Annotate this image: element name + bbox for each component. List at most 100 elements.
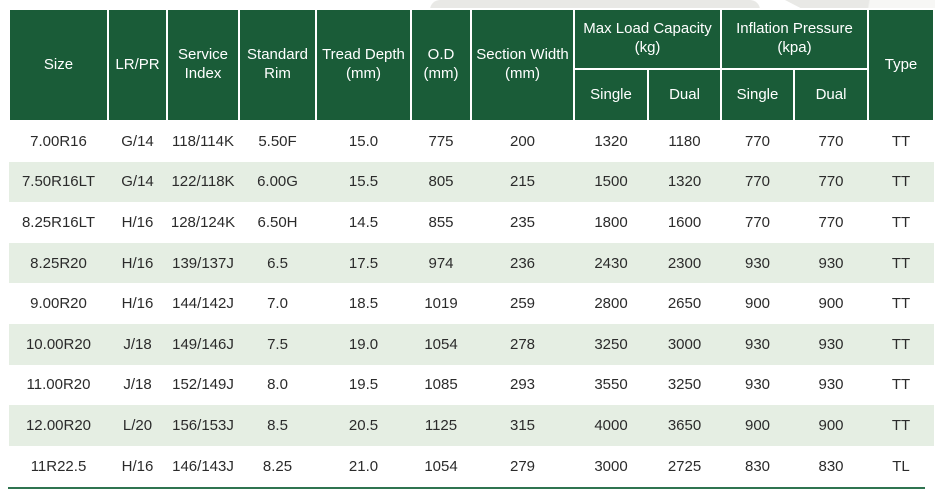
table-cell: 278 xyxy=(471,323,574,365)
table-row: 7.00R16 G/14 118/114K 5.50F 15.0 775 200 1320 11… xyxy=(9,121,934,162)
table-cell: TT xyxy=(891,133,911,151)
table-cell: 3250 xyxy=(574,323,648,365)
table-cell: 805 xyxy=(411,161,471,203)
table-cell: 11.00R20 xyxy=(26,376,91,394)
header-inflation-pressure: Inflation Pressure (kpa) xyxy=(719,8,870,70)
table-cell: 2300 xyxy=(648,242,721,284)
table-cell: 19.0 xyxy=(316,323,411,365)
spec-table-body: 7.00R16 G/14 118/114K 5.50F 15.0 775 200 1320 11… xyxy=(9,121,935,487)
table-cell: 900 xyxy=(744,295,771,313)
table-cell: 12.00R20 xyxy=(9,405,108,446)
table-cell: H/16 xyxy=(108,242,167,284)
table-cell: 1500 xyxy=(574,161,648,203)
table-cell: 830 xyxy=(744,457,771,475)
table-cell: J/18 xyxy=(108,323,167,365)
table-row: 7.50R16LT G/14 122/118K 6.00G 15.5 805 215 1500… xyxy=(9,161,935,203)
table-cell: 3550 xyxy=(594,376,628,394)
table-cell: 10.00R20 xyxy=(9,323,108,365)
table-cell: TT xyxy=(891,295,911,313)
table-cell: 930 xyxy=(794,323,869,365)
table-cell: 6.50H xyxy=(257,213,298,231)
table-cell: 144/142J xyxy=(172,295,234,313)
table-cell: 6.00G xyxy=(239,161,316,203)
table-cell: 8.25R16LT xyxy=(21,213,96,231)
table-cell: 1320 xyxy=(594,133,628,151)
table-cell: 1600 xyxy=(667,213,702,231)
header-load-dual: Dual xyxy=(647,68,722,122)
header-pressure-single: Single xyxy=(720,68,795,122)
header-load-single: Single xyxy=(573,68,649,122)
table-cell: 8.5 xyxy=(239,405,316,446)
table-row: 9.00R20 H/16 144/142J 7.0 18.5 1019 259 2800 265… xyxy=(9,283,934,324)
table-cell: 1800 xyxy=(594,213,628,231)
table-header: Size LR/PR Service Index Standard Rim Tr… xyxy=(8,8,935,122)
table-cell: 15.0 xyxy=(348,133,379,151)
header-standard-rim: Standard Rim xyxy=(238,8,317,122)
table-cell: 14.5 xyxy=(348,213,379,231)
table-cell: 1180 xyxy=(668,133,701,151)
table-cell: 215 xyxy=(471,161,574,203)
table-cell: H/16 xyxy=(121,457,154,475)
table-cell: 17.5 xyxy=(316,242,411,284)
header-size: Size xyxy=(8,8,109,122)
table-cell: 855 xyxy=(428,213,454,231)
table-cell: 930 xyxy=(794,242,869,284)
header-od: O.D (mm) xyxy=(410,8,472,122)
table-cell: 930 xyxy=(744,376,771,394)
table-cell: TT xyxy=(868,405,935,446)
table-cell: TT xyxy=(891,213,911,231)
table-row: 8.25R16LT H/16 128/124K 6.50H 14.5 855 235 1800… xyxy=(9,202,934,243)
table-cell: H/16 xyxy=(121,213,154,231)
table-cell: 8.25R20 xyxy=(9,242,108,284)
table-cell: 7.5 xyxy=(239,323,316,365)
table-cell: TT xyxy=(868,242,935,284)
table-cell: 3000 xyxy=(594,457,628,475)
table-cell: 118/114K xyxy=(172,133,234,151)
table-cell: L/20 xyxy=(108,405,167,446)
table-cell: 128/124K xyxy=(170,213,236,231)
table-cell: 18.5 xyxy=(348,295,379,313)
table-cell: 7.50R16LT xyxy=(9,161,108,203)
table-cell: 2725 xyxy=(667,457,702,475)
table-cell: 1019 xyxy=(424,295,458,313)
table-cell: 236 xyxy=(471,242,574,284)
table-cell: 4000 xyxy=(574,405,648,446)
table-cell: TL xyxy=(892,457,910,475)
table-row: 11.00R20 J/18 152/149J 8.0 19.5 1085 293 3550 32… xyxy=(9,365,934,406)
table-cell: 2800 xyxy=(594,295,628,313)
table-cell: 279 xyxy=(509,457,536,475)
table-row: 11R22.5 H/16 146/143J 8.25 21.0 1054 279 3000 27… xyxy=(9,446,934,487)
table-cell: 770 xyxy=(721,161,794,203)
table-cell: 293 xyxy=(509,376,536,394)
table-cell: 1320 xyxy=(648,161,721,203)
table-cell: 3250 xyxy=(667,376,702,394)
table-cell: 15.5 xyxy=(316,161,411,203)
table-cell: 5.50F xyxy=(258,133,297,151)
table-cell: 770 xyxy=(818,133,844,151)
header-max-load-capacity: Max Load Capacity (kg) xyxy=(573,8,722,70)
table-cell: 2430 xyxy=(574,242,648,284)
table-cell: 8.25 xyxy=(262,457,293,475)
header-tread-depth: Tread Depth (mm) xyxy=(315,8,412,122)
table-cell: 8.0 xyxy=(267,376,288,394)
table-cell: 146/143J xyxy=(172,457,234,475)
table-cell: 20.5 xyxy=(316,405,411,446)
table-cell: 770 xyxy=(744,213,771,231)
table-cell: 770 xyxy=(744,133,771,151)
table-cell: 200 xyxy=(509,133,536,151)
table-cell: 1054 xyxy=(424,457,458,475)
table-cell: 149/146J xyxy=(167,323,239,365)
table-cell: 3650 xyxy=(648,405,721,446)
table-cell: 1125 xyxy=(411,405,471,446)
table-cell: 139/137J xyxy=(167,242,239,284)
table-cell: 1054 xyxy=(411,323,471,365)
table-cell: 122/118K xyxy=(167,161,239,203)
table-cell: 3000 xyxy=(648,323,721,365)
table-cell: 930 xyxy=(721,323,794,365)
bottom-divider-line xyxy=(8,487,925,489)
table-cell: 259 xyxy=(509,295,536,313)
decorative-tab-shape xyxy=(430,0,760,10)
table-cell: 770 xyxy=(794,161,869,203)
table-cell: 156/153J xyxy=(167,405,239,446)
table-cell: 315 xyxy=(471,405,574,446)
